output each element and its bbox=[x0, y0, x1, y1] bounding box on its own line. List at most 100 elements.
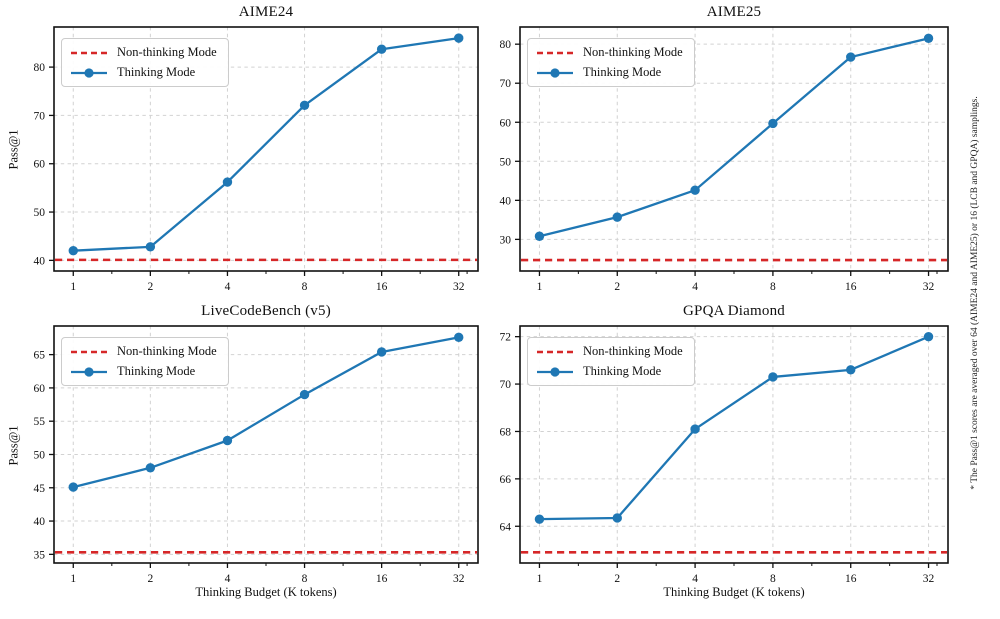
y-tick-label: 30 bbox=[500, 234, 512, 246]
legend-label-non-thinking: Non-thinking Mode bbox=[117, 344, 217, 358]
legend-item-non-thinking: Non-thinking Mode bbox=[70, 342, 217, 361]
x-tick-label: 4 bbox=[225, 573, 231, 585]
data-point-marker bbox=[299, 100, 310, 110]
data-point-marker bbox=[534, 231, 545, 241]
x-tick-label: 32 bbox=[453, 281, 465, 293]
line-marker-icon bbox=[537, 67, 573, 78]
data-point-marker bbox=[145, 463, 156, 473]
dashed-line-icon bbox=[71, 350, 107, 353]
x-tick-label: 1 bbox=[70, 281, 76, 293]
subplot-aime24: 1 2 4 8 16 32 40 50 60 70 80 bbox=[34, 26, 479, 293]
x-tick-label: 8 bbox=[770, 573, 776, 585]
thinking-line bbox=[73, 36, 459, 252]
legend-label-thinking: Thinking Mode bbox=[117, 364, 196, 378]
data-point-marker bbox=[846, 52, 856, 62]
subplot-gpqa-diamond: 1 2 4 8 16 32 64 66 68 70 72 bbox=[500, 325, 949, 585]
subplot-title-aime25: AIME25 bbox=[706, 4, 762, 20]
data-point-marker bbox=[690, 185, 700, 195]
x-tick-label: 32 bbox=[453, 573, 465, 585]
x-tick-label: 16 bbox=[845, 573, 857, 585]
y-tick-label: 66 bbox=[500, 474, 512, 486]
data-point-marker bbox=[923, 331, 934, 342]
x-tick-label: 8 bbox=[770, 281, 776, 293]
legend-label-thinking: Thinking Mode bbox=[117, 65, 196, 79]
legend-label-non-thinking: Non-thinking Mode bbox=[117, 45, 217, 59]
data-point-marker bbox=[68, 246, 78, 256]
y-tick-label: 70 bbox=[34, 110, 46, 122]
y-tick-label: 60 bbox=[34, 383, 46, 395]
x-tick-label: 32 bbox=[923, 281, 935, 293]
data-point-marker bbox=[299, 389, 310, 400]
line-marker-icon bbox=[71, 366, 107, 377]
y-tick-label: 70 bbox=[500, 78, 512, 90]
x-tick-label: 8 bbox=[302, 573, 308, 585]
axes-spines bbox=[53, 26, 479, 272]
x-tick-label: 1 bbox=[537, 281, 543, 293]
dashed-line-icon bbox=[537, 51, 573, 54]
data-point-marker bbox=[454, 33, 464, 43]
y-tick-label: 55 bbox=[34, 416, 46, 428]
y-tick-label: 50 bbox=[500, 156, 512, 168]
y-tick-label: 60 bbox=[34, 159, 46, 171]
y-tick-label: 65 bbox=[34, 350, 46, 362]
y-tick-label: 35 bbox=[34, 549, 46, 561]
legend-item-thinking: Thinking Mode bbox=[70, 362, 217, 381]
x-tick-label: 8 bbox=[302, 281, 308, 293]
data-point-marker bbox=[376, 347, 387, 357]
data-point-marker bbox=[846, 365, 856, 375]
legend-label-non-thinking: Non-thinking Mode bbox=[583, 344, 683, 358]
axes-spines bbox=[53, 325, 479, 564]
legend-livecodebench: Non-thinking Mode Thinking Mode bbox=[61, 337, 229, 386]
subplot-title-aime24: AIME24 bbox=[238, 4, 294, 20]
subplot-title-gpqa-diamond: GPQA Diamond bbox=[683, 303, 785, 319]
x-tick-label: 1 bbox=[537, 573, 543, 585]
x-tick-label: 32 bbox=[923, 573, 935, 585]
y-tick-label: 72 bbox=[500, 332, 512, 344]
x-tick-label: 16 bbox=[376, 281, 388, 293]
data-point-marker bbox=[612, 513, 622, 523]
axes-spines bbox=[519, 325, 949, 564]
x-tick-label: 2 bbox=[147, 281, 153, 293]
thinking-line bbox=[539, 37, 929, 238]
legend-aime25: Non-thinking Mode Thinking Mode bbox=[527, 38, 695, 87]
data-point-marker bbox=[690, 424, 700, 434]
thinking-line bbox=[72, 336, 459, 489]
y-tick-label: 45 bbox=[34, 483, 46, 495]
axes-spines bbox=[519, 26, 949, 272]
x-tick-label: 1 bbox=[70, 573, 76, 585]
x-tick-label: 2 bbox=[614, 281, 620, 293]
x-tick-label: 2 bbox=[614, 573, 620, 585]
data-point-marker bbox=[454, 332, 464, 343]
x-axis-label-left: Thinking Budget (K tokens) bbox=[195, 585, 337, 599]
legend-item-non-thinking: Non-thinking Mode bbox=[536, 342, 683, 361]
dashed-line-icon bbox=[537, 350, 573, 353]
figure-footnote: * The Pass@1 scores are averaged over 64… bbox=[970, 96, 980, 490]
x-tick-label: 4 bbox=[692, 573, 698, 585]
y-tick-label: 50 bbox=[34, 449, 46, 461]
x-tick-label: 4 bbox=[692, 281, 698, 293]
subplot-title-livecodebench-v5: LiveCodeBench (v5) bbox=[201, 303, 331, 319]
legend-item-thinking: Thinking Mode bbox=[536, 63, 683, 82]
y-tick-label: 80 bbox=[500, 39, 512, 51]
y-axis-label-bottom: Pass@1 bbox=[6, 425, 21, 466]
legend-label-thinking: Thinking Mode bbox=[583, 65, 662, 79]
legend-label-thinking: Thinking Mode bbox=[583, 364, 662, 378]
y-tick-label: 60 bbox=[500, 117, 512, 129]
line-marker-icon bbox=[537, 366, 573, 377]
legend-gpqa: Non-thinking Mode Thinking Mode bbox=[527, 337, 695, 386]
x-tick-label: 16 bbox=[376, 573, 388, 585]
x-tick-label: 16 bbox=[845, 281, 857, 293]
data-point-marker bbox=[768, 372, 778, 382]
line-marker-icon bbox=[71, 67, 107, 78]
y-tick-label: 40 bbox=[34, 255, 46, 267]
data-point-marker bbox=[923, 33, 934, 44]
y-tick-label: 40 bbox=[500, 195, 512, 207]
data-point-marker bbox=[68, 482, 78, 492]
y-tick-label: 40 bbox=[34, 516, 46, 528]
data-point-marker bbox=[612, 212, 622, 222]
y-tick-label: 80 bbox=[34, 62, 46, 74]
x-tick-label: 4 bbox=[225, 281, 231, 293]
legend-label-non-thinking: Non-thinking Mode bbox=[583, 45, 683, 59]
x-axis-label-right: Thinking Budget (K tokens) bbox=[663, 585, 805, 599]
